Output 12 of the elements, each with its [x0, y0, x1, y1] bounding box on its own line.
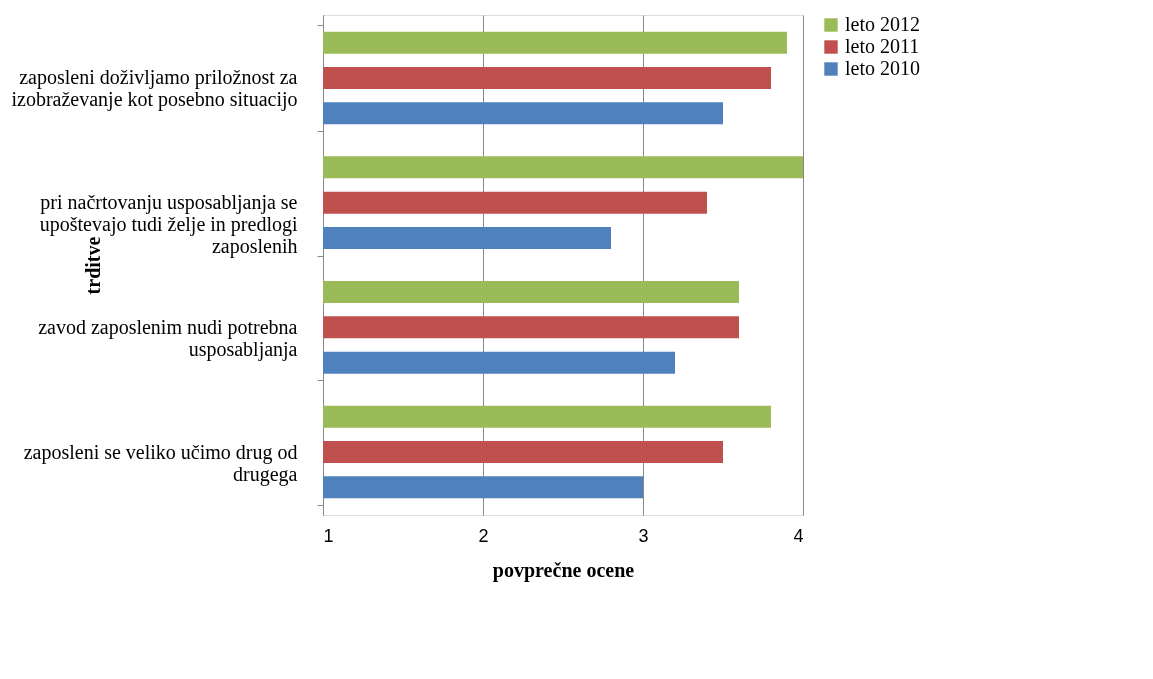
x-tick-label: 2 — [478, 525, 489, 546]
x-axis-title: povprečne ocene — [492, 558, 635, 582]
y-tick-label: zaposleni doživljamo priložnost za izobraževanje kot posebno situacijo — [11, 66, 298, 112]
legend-label: leto 2012 — [845, 13, 920, 35]
y-tick-label: zavod zaposlenim nudi potrebna usposabljanja — [38, 315, 298, 361]
y-tick-label: zaposleni se veliko učimo drug od drugega — [23, 440, 298, 486]
y-axis-title: trditve — [81, 236, 104, 295]
x-tick-label: 1 — [323, 525, 334, 546]
x-tick-label: 3 — [638, 525, 649, 546]
legend-label: leto 2011 — [845, 35, 920, 57]
legend-label: leto 2010 — [845, 57, 920, 79]
x-tick-label: 4 — [793, 525, 804, 546]
